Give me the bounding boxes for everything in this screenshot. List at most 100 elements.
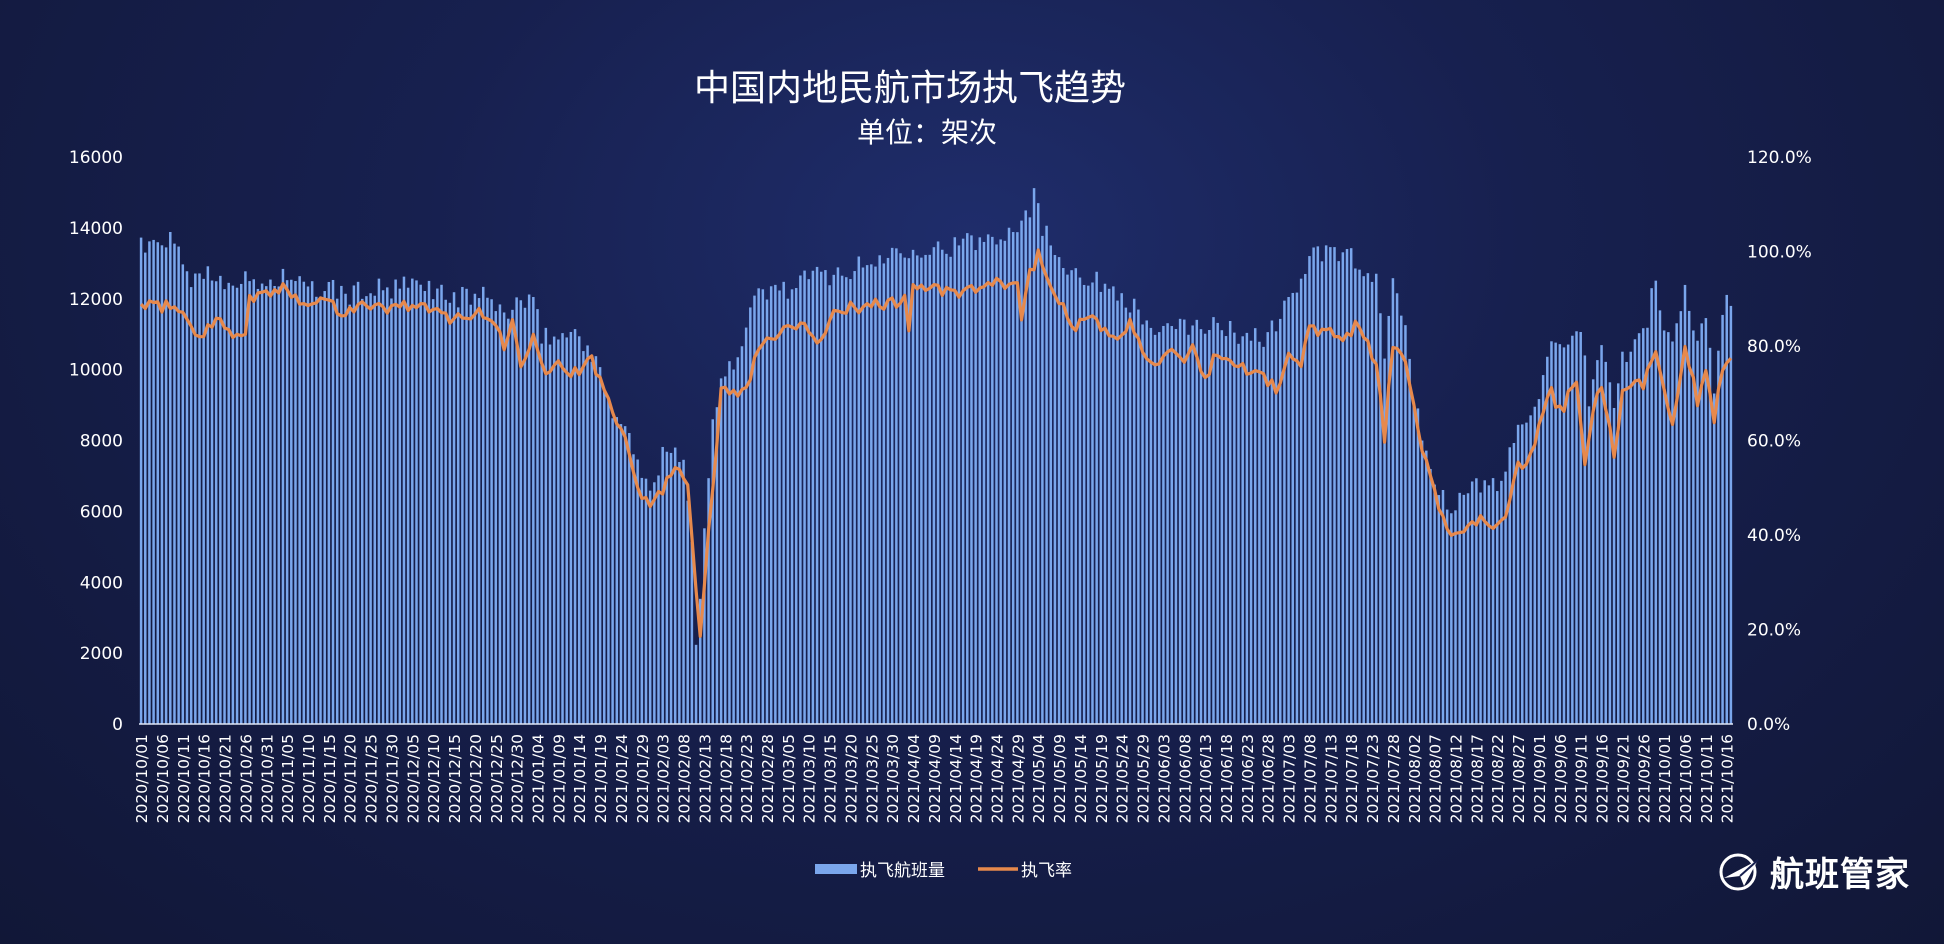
bar — [974, 250, 977, 725]
bar — [1475, 478, 1478, 724]
bar — [1266, 332, 1269, 724]
x-tick-label: 2021/05/24 — [1114, 734, 1132, 823]
x-tick-label: 2021/10/06 — [1677, 734, 1695, 823]
bar — [1253, 328, 1257, 724]
bar — [557, 339, 560, 724]
bar — [169, 232, 172, 724]
bar — [344, 293, 347, 724]
bar — [1345, 249, 1349, 724]
bar — [1662, 330, 1666, 724]
y-axis-right: 0.0% 20.0% 40.0% 60.0% 80.0% 100.0% 120.0% — [1747, 148, 1812, 735]
x-tick-label: 2021/04/19 — [968, 734, 986, 823]
bar — [815, 266, 819, 724]
bar — [1112, 286, 1115, 724]
bar — [1646, 327, 1649, 724]
bar — [369, 293, 372, 724]
bar — [820, 271, 823, 724]
bar — [214, 281, 218, 724]
bar — [640, 477, 644, 724]
bar — [1032, 188, 1036, 724]
bar — [390, 298, 393, 724]
bar — [744, 327, 748, 724]
bar — [1504, 471, 1507, 724]
bar — [231, 285, 235, 724]
bar — [490, 299, 493, 724]
bar — [1007, 227, 1011, 725]
bar — [1195, 319, 1199, 724]
bar — [811, 270, 815, 724]
bar — [1183, 319, 1186, 724]
bar — [1721, 314, 1724, 724]
x-tick-label: 2020/10/26 — [237, 734, 255, 823]
bar — [1462, 494, 1466, 724]
bar — [986, 234, 990, 724]
bar — [194, 273, 197, 724]
x-tick-label: 2020/12/25 — [488, 734, 506, 823]
bar — [678, 462, 681, 724]
bar — [586, 345, 589, 724]
bar — [1366, 273, 1370, 724]
x-axis: 2020/10/01 2020/10/06 2020/10/11 2020/10/16… — [133, 734, 1737, 823]
x-tick-label: 2021/09/11 — [1573, 734, 1591, 823]
y-right-tick-label: 120.0% — [1747, 148, 1812, 168]
bar — [340, 285, 343, 724]
x-tick-label: 2021/02/08 — [676, 734, 694, 823]
bar — [803, 270, 806, 724]
bar — [348, 304, 351, 724]
x-tick-label: 2021/01/19 — [592, 734, 610, 823]
bar — [1049, 245, 1052, 724]
bar — [1512, 443, 1516, 724]
y-right-tick-label: 100.0% — [1747, 243, 1812, 263]
bar — [452, 292, 456, 724]
bar — [360, 298, 364, 724]
bar — [306, 286, 310, 724]
bar — [202, 278, 205, 724]
bar — [920, 257, 923, 724]
x-tick-label: 2021/09/01 — [1531, 734, 1549, 823]
bar — [1199, 329, 1203, 724]
bar — [156, 242, 160, 725]
bar — [736, 357, 740, 724]
bar — [1671, 341, 1674, 724]
bar — [1166, 323, 1169, 724]
x-tick-label: 2021/05/09 — [1051, 734, 1069, 823]
bar — [928, 254, 931, 724]
x-tick-label: 2020/10/21 — [217, 734, 235, 823]
x-tick-label: 2021/10/01 — [1656, 734, 1674, 823]
bar — [936, 241, 940, 724]
x-tick-label: 2021/04/24 — [989, 734, 1007, 823]
bar — [1028, 217, 1032, 724]
bar — [1404, 325, 1407, 724]
bar — [523, 307, 527, 724]
bar — [1600, 345, 1603, 724]
bar — [1003, 240, 1007, 725]
x-tick-label: 2021/03/25 — [863, 734, 881, 823]
x-tick-label: 2021/06/18 — [1218, 734, 1236, 823]
bar — [824, 270, 827, 724]
bar — [732, 369, 735, 724]
x-tick-label: 2021/02/03 — [655, 734, 673, 823]
x-tick-label: 2020/11/20 — [342, 734, 360, 823]
bar — [1245, 332, 1249, 724]
bar — [1454, 510, 1457, 724]
bar — [394, 279, 397, 724]
bar — [669, 452, 673, 724]
bar — [899, 253, 902, 724]
bar — [619, 424, 623, 724]
y-left-tick-label: 2000 — [80, 644, 123, 664]
bar — [144, 252, 147, 724]
bar — [1650, 288, 1653, 724]
bar — [870, 264, 873, 724]
bar — [1379, 313, 1382, 724]
bar — [365, 296, 368, 724]
bar — [961, 238, 965, 725]
bar — [431, 299, 435, 724]
bar — [924, 254, 927, 724]
x-tick-label: 2021/03/20 — [842, 734, 860, 823]
bar — [1391, 278, 1395, 724]
bar — [519, 300, 523, 724]
bar — [1370, 281, 1374, 724]
x-tick-label: 2021/01/14 — [571, 734, 589, 823]
bar — [711, 419, 714, 724]
bar — [911, 249, 915, 724]
